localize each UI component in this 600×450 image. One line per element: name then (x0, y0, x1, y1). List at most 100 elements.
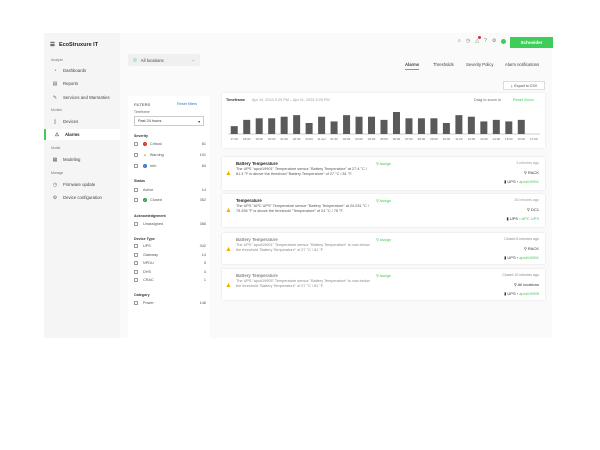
checkbox[interactable] (134, 253, 138, 257)
alarm-card[interactable]: ▲ Temperature The UPS "APC UPS" Temperat… (222, 194, 545, 227)
bar[interactable] (230, 126, 238, 134)
assign-button[interactable]: ⚲ Assign (376, 161, 391, 166)
filter-dhs[interactable]: DHS 4 (134, 270, 206, 274)
export-csv-button[interactable]: ⤓ Export to CSV (503, 81, 545, 90)
bar[interactable] (467, 116, 475, 134)
filter-info[interactable]: i Info 84 (134, 164, 206, 168)
timeframe-select[interactable]: Past 24 hours ▾ (134, 116, 204, 126)
bar[interactable] (380, 119, 388, 134)
alarm-card[interactable]: ▲ Battery Temperature The UPS "apc#19905… (222, 269, 545, 300)
tab-thresholds[interactable]: Thresholds (433, 62, 454, 67)
filter-crac[interactable]: CRAC 1 (134, 278, 206, 282)
assign-button[interactable]: ⚲ Assign (376, 273, 391, 278)
bar[interactable] (505, 121, 513, 134)
alarm-card[interactable]: ▲ Battery Temperature The UPS "apc#19901… (222, 157, 545, 190)
device-type-heading: Device Type (134, 237, 155, 241)
alarm-location[interactable]: ⚲ DC1 (527, 207, 539, 212)
bar[interactable] (405, 118, 413, 134)
sidebar-item-firmware-update[interactable]: ◷ Firmware update (44, 179, 120, 190)
assign-button[interactable]: ⚲ Assign (376, 237, 391, 242)
bar[interactable] (430, 118, 438, 134)
checkbox[interactable] (134, 222, 138, 226)
checkbox[interactable] (134, 142, 138, 146)
bar[interactable] (268, 118, 276, 134)
alarm-device[interactable]: ▮ UPS › apc#19901 (504, 255, 539, 260)
checkbox[interactable] (134, 278, 138, 282)
alarm-location[interactable]: ⚲ RACK (524, 246, 539, 251)
bar[interactable] (517, 119, 525, 134)
filter-active[interactable]: Active 14 (134, 188, 206, 192)
bar[interactable] (442, 123, 450, 134)
bar[interactable] (330, 121, 338, 134)
device-link[interactable]: apc#19901 (519, 179, 539, 184)
bar[interactable] (293, 115, 301, 134)
filter-closed[interactable]: ✓ Closed 352 (134, 198, 206, 202)
bar[interactable] (305, 123, 313, 134)
bar[interactable] (392, 112, 400, 134)
bar[interactable] (417, 118, 425, 134)
location-value: All locations (140, 57, 164, 63)
device-link[interactable]: apc#19901 (519, 255, 539, 260)
tab-alarm-notifications[interactable]: Alarm notifications (505, 62, 540, 67)
bar[interactable] (280, 116, 288, 134)
checkbox[interactable] (134, 244, 138, 248)
search-icon[interactable]: ⌕ (458, 38, 461, 44)
reset-filters-link[interactable]: Reset filters (177, 102, 198, 106)
sidebar-item-label: Device configuration (63, 195, 102, 200)
sidebar-item-modeling[interactable]: ▦ Modeling (44, 154, 120, 165)
sidebar-item-services[interactable]: ✎ Services and Warranties (44, 92, 120, 103)
alarm-device[interactable]: ▮ UPS › apc#19905 (504, 291, 539, 296)
section-manage: Manage (51, 171, 64, 175)
checkbox[interactable] (134, 153, 138, 157)
history-icon[interactable]: ◷ (465, 38, 471, 44)
filter-critical[interactable]: ! Critical 81 (134, 142, 206, 146)
bar[interactable] (492, 119, 500, 134)
filter-warning[interactable]: ▲ Warning 191 (134, 153, 206, 157)
filter-power[interactable]: Power 146 (134, 301, 206, 305)
filter-gateway[interactable]: Gateway 14 (134, 253, 206, 257)
sidebar-item-reports[interactable]: ▤ Reports (44, 78, 120, 89)
sidebar-item-dashboards[interactable]: ◔ Dashboards (44, 65, 120, 76)
hamburger-menu-icon[interactable]: ☰ (50, 42, 55, 48)
bar[interactable] (318, 116, 326, 134)
alarm-card[interactable]: ▲ Battery Temperature The UPS "apc#19901… (222, 233, 545, 264)
warning-icon: ▲ (143, 153, 147, 157)
device-link[interactable]: apc#19905 (519, 291, 539, 296)
sidebar-item-devices[interactable]: ▯ Devices (44, 116, 120, 127)
bell-icon[interactable]: △ (475, 36, 482, 44)
bar[interactable] (355, 116, 363, 134)
alarm-location[interactable]: ⚲ All locations (514, 282, 539, 287)
alarm-device[interactable]: ▮ UPS › apc#19901 (504, 179, 539, 184)
device-link[interactable]: APC UPS (521, 216, 539, 221)
bar[interactable] (455, 115, 463, 134)
bar[interactable] (255, 118, 263, 134)
checkbox[interactable] (134, 188, 138, 192)
checkbox[interactable] (134, 164, 138, 168)
alarm-device[interactable]: ▮ UPS › APC UPS (506, 216, 539, 221)
assign-button[interactable]: ⚲ Assign (376, 198, 391, 203)
alarm-location[interactable]: ⚲ RACK (524, 170, 539, 175)
alarm-histogram[interactable]: Timeframe Apr 10, 2024 5:25 PM – Apr 11,… (222, 93, 545, 148)
checkbox[interactable] (134, 261, 138, 265)
filter-npdu[interactable]: NPDU 5 (134, 261, 206, 265)
location-dropdown[interactable]: ◎ All locations ⌄ (128, 54, 200, 66)
bar[interactable] (368, 116, 376, 134)
sidebar-item-alarms[interactable]: ⚠ Alarms (44, 129, 120, 140)
brand-button[interactable]: Schneider (510, 37, 553, 48)
reset-zoom-link[interactable]: Reset Zoom (513, 98, 534, 102)
device-type: UPS (509, 216, 519, 221)
filter-unassigned[interactable]: Unassigned 366 (134, 222, 206, 226)
tab-alarms[interactable]: Alarms (405, 62, 420, 70)
tab-severity-policy[interactable]: Severity Policy (466, 62, 494, 67)
sidebar-item-device-configuration[interactable]: ⚙ Device configuration (44, 192, 120, 203)
checkbox[interactable] (134, 198, 138, 202)
help-icon[interactable]: ? (484, 38, 487, 44)
bar[interactable] (243, 119, 251, 134)
checkbox[interactable] (134, 301, 138, 305)
checkbox[interactable] (134, 270, 138, 274)
bar[interactable] (343, 115, 351, 134)
bar[interactable] (480, 121, 488, 134)
filter-ups[interactable]: UPS 342 (134, 244, 206, 248)
settings-icon[interactable]: ⚙ (491, 38, 497, 44)
x-tick-label: 21:00 (280, 137, 288, 141)
